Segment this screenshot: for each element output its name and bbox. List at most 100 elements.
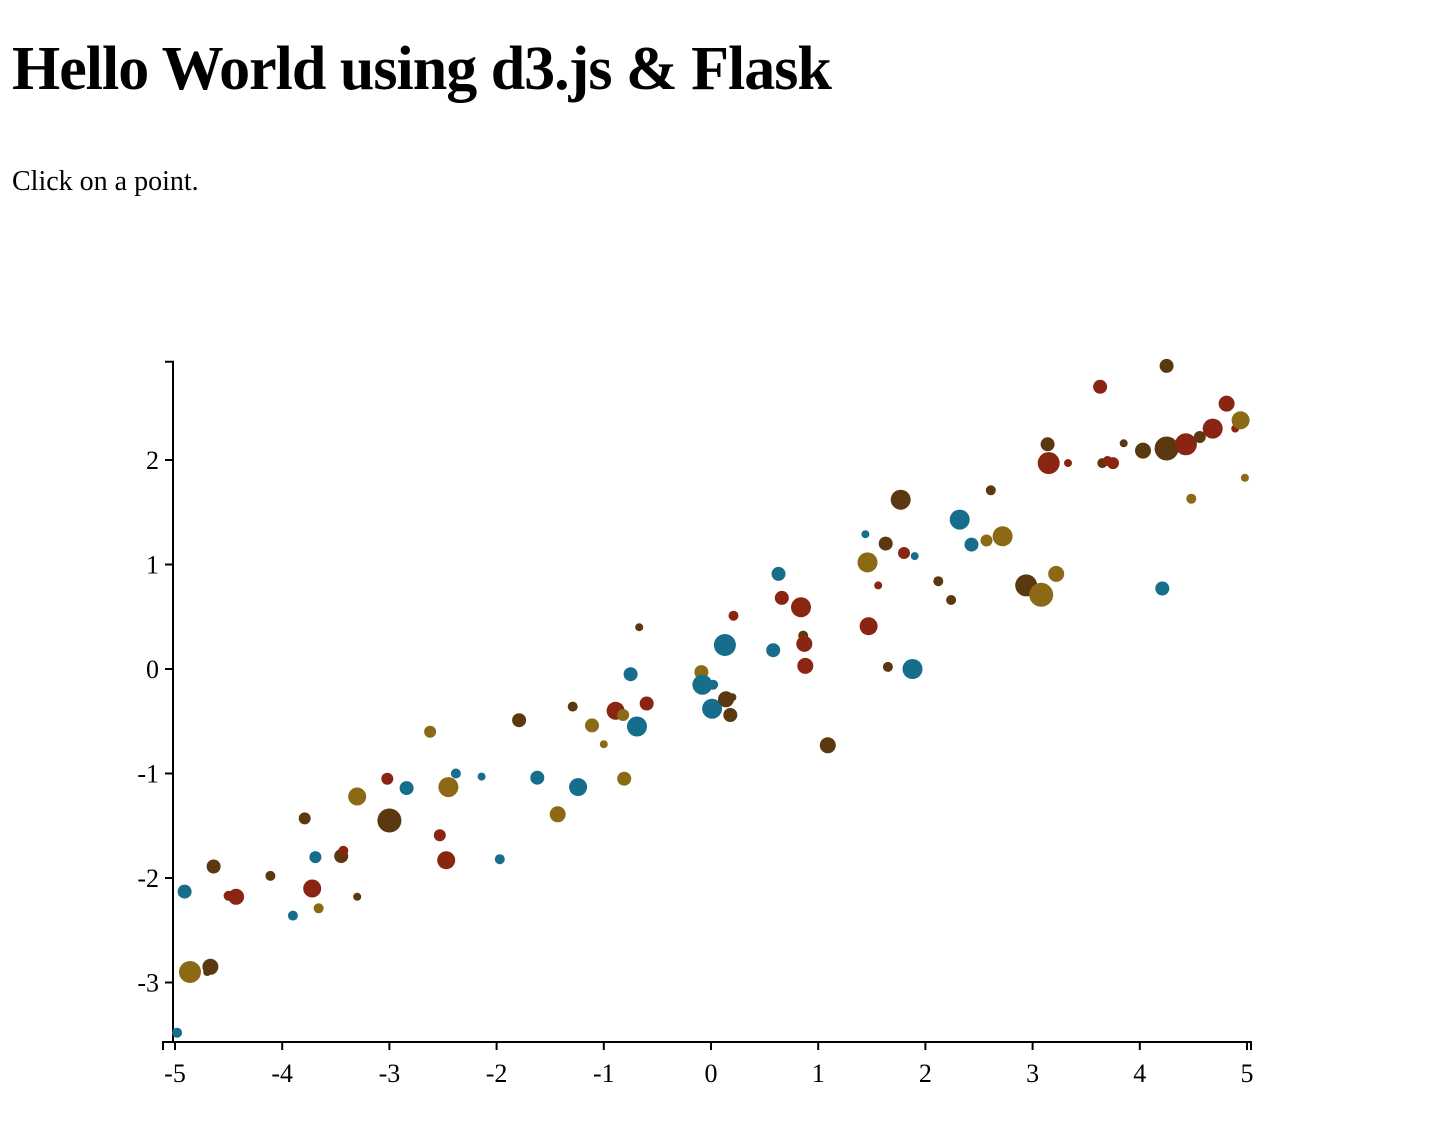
- data-point[interactable]: [228, 888, 245, 905]
- data-point[interactable]: [1064, 459, 1072, 468]
- data-point[interactable]: [549, 806, 566, 823]
- data-point[interactable]: [303, 879, 322, 898]
- data-point[interactable]: [797, 657, 814, 674]
- data-point[interactable]: [1202, 418, 1223, 439]
- data-point[interactable]: [878, 536, 893, 551]
- data-point[interactable]: [774, 590, 789, 605]
- data-point[interactable]: [177, 884, 192, 899]
- data-point[interactable]: [450, 768, 461, 779]
- data-point[interactable]: [766, 643, 781, 658]
- data-point[interactable]: [179, 961, 201, 983]
- data-point[interactable]: [172, 1027, 183, 1038]
- data-point[interactable]: [639, 696, 654, 711]
- data-point[interactable]: [946, 595, 957, 605]
- data-point[interactable]: [438, 777, 459, 798]
- data-point[interactable]: [494, 854, 505, 865]
- data-point[interactable]: [287, 910, 298, 921]
- data-point[interactable]: [1155, 581, 1170, 596]
- x-axis-line: [162, 1041, 1252, 1050]
- points-layer: [172, 358, 1250, 1038]
- data-point[interactable]: [692, 674, 713, 695]
- data-point[interactable]: [1037, 452, 1060, 475]
- data-point[interactable]: [708, 679, 719, 690]
- data-point[interactable]: [910, 552, 919, 561]
- x-tick-label: 2: [919, 1059, 932, 1088]
- data-point[interactable]: [1193, 431, 1206, 443]
- data-point[interactable]: [617, 771, 632, 786]
- data-point[interactable]: [206, 859, 221, 874]
- data-point[interactable]: [728, 610, 739, 621]
- data-point[interactable]: [882, 661, 893, 672]
- data-point[interactable]: [1029, 582, 1054, 607]
- data-point[interactable]: [424, 725, 437, 738]
- y-tick-label: 2: [146, 446, 159, 475]
- data-point[interactable]: [338, 845, 349, 856]
- data-point[interactable]: [980, 534, 993, 547]
- data-point[interactable]: [702, 698, 723, 719]
- data-point[interactable]: [530, 770, 545, 785]
- data-point[interactable]: [992, 526, 1013, 547]
- data-point[interactable]: [1040, 437, 1055, 452]
- data-point[interactable]: [617, 709, 630, 721]
- data-point[interactable]: [796, 635, 813, 652]
- data-point[interactable]: [399, 781, 414, 796]
- x-tick-label: 0: [705, 1059, 718, 1088]
- data-point[interactable]: [203, 968, 212, 976]
- data-point[interactable]: [1048, 565, 1065, 582]
- data-point[interactable]: [713, 634, 736, 656]
- data-point[interactable]: [1119, 439, 1128, 448]
- data-point[interactable]: [898, 547, 910, 559]
- data-point[interactable]: [874, 581, 883, 590]
- data-point[interactable]: [313, 903, 324, 914]
- data-point[interactable]: [477, 772, 486, 781]
- y-tick-label: -3: [137, 969, 159, 998]
- y-tick-label: -1: [137, 760, 159, 789]
- data-point[interactable]: [599, 740, 608, 749]
- data-point[interactable]: [309, 851, 322, 864]
- data-point[interactable]: [1174, 433, 1197, 456]
- data-point[interactable]: [791, 597, 811, 618]
- data-point[interactable]: [627, 716, 647, 737]
- data-point[interactable]: [890, 489, 911, 510]
- data-point[interactable]: [377, 808, 402, 833]
- data-point[interactable]: [1159, 358, 1174, 373]
- data-point[interactable]: [964, 537, 979, 552]
- data-point[interactable]: [723, 708, 738, 722]
- data-point[interactable]: [1240, 473, 1249, 482]
- data-point[interactable]: [933, 576, 944, 587]
- data-point[interactable]: [1154, 436, 1179, 461]
- data-point[interactable]: [353, 892, 362, 901]
- data-point[interactable]: [1107, 457, 1119, 470]
- y-axis-line: [165, 360, 174, 1043]
- data-point[interactable]: [985, 485, 996, 496]
- data-point[interactable]: [512, 713, 527, 728]
- data-point[interactable]: [861, 530, 870, 539]
- data-point[interactable]: [819, 737, 836, 754]
- data-point[interactable]: [1218, 395, 1235, 412]
- data-point[interactable]: [728, 693, 737, 702]
- data-point[interactable]: [569, 778, 588, 797]
- data-point[interactable]: [859, 617, 878, 636]
- data-point[interactable]: [1135, 442, 1151, 459]
- data-point[interactable]: [1231, 411, 1250, 430]
- data-point[interactable]: [949, 509, 970, 530]
- y-tick-label: -2: [137, 864, 159, 893]
- data-point[interactable]: [635, 623, 644, 632]
- data-point[interactable]: [771, 566, 786, 581]
- data-point[interactable]: [381, 772, 394, 785]
- data-point[interactable]: [567, 701, 578, 712]
- data-point[interactable]: [902, 659, 923, 679]
- data-point[interactable]: [1186, 493, 1197, 504]
- data-point[interactable]: [857, 552, 878, 573]
- data-point[interactable]: [348, 787, 367, 806]
- data-point[interactable]: [1093, 379, 1108, 394]
- data-point[interactable]: [585, 718, 599, 733]
- data-point[interactable]: [623, 667, 638, 682]
- x-tick-label: -3: [379, 1059, 401, 1088]
- data-point[interactable]: [433, 829, 446, 842]
- data-point[interactable]: [265, 870, 276, 881]
- data-point[interactable]: [298, 812, 311, 825]
- data-point[interactable]: [437, 851, 456, 870]
